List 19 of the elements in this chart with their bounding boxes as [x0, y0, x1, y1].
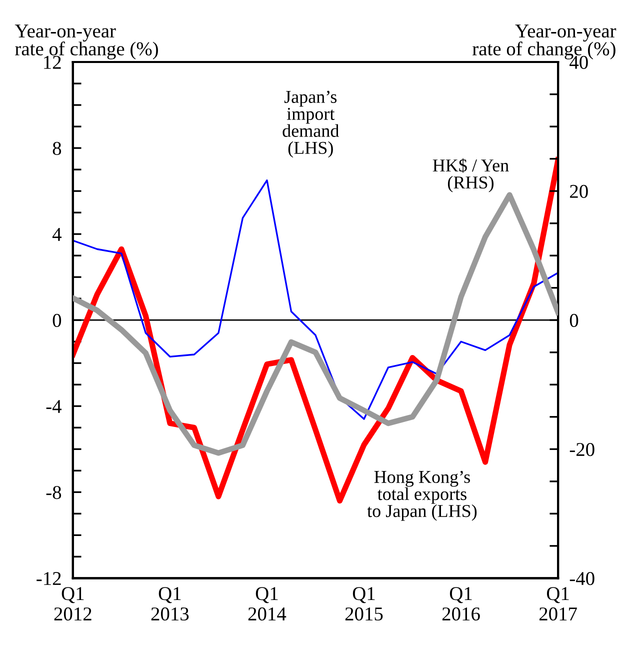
series-label: Hong Kong’s total exports to Japan (LHS) [367, 470, 477, 521]
series-label: HK$ / Yen (RHS) [432, 158, 509, 192]
y-tick-label: -12 [36, 572, 61, 585]
x-tick-label: Q1 2017 [539, 587, 577, 621]
y2-tick-label: 20 [570, 184, 588, 198]
series-label: Japan’s import demand (LHS) [282, 90, 339, 158]
y2-tick-label: -40 [570, 572, 594, 586]
y-tick-label: 0 [52, 314, 62, 328]
x-tick-label: Q1 2013 [151, 587, 189, 621]
x-tick-label: Q1 2015 [345, 587, 383, 621]
y2-tick-label: -20 [570, 442, 594, 456]
y2-tick-label: 0 [570, 314, 578, 328]
y-tick-label: -4 [46, 400, 62, 413]
y-tick-label: 4 [52, 228, 62, 241]
x-tick-label: Q1 2014 [248, 587, 286, 621]
y-tick-label: 8 [52, 142, 62, 155]
x-tick-label: Q1 2016 [442, 587, 480, 621]
y-tick-label: -8 [46, 486, 62, 500]
x-tick-label: Q1 2012 [54, 587, 92, 621]
